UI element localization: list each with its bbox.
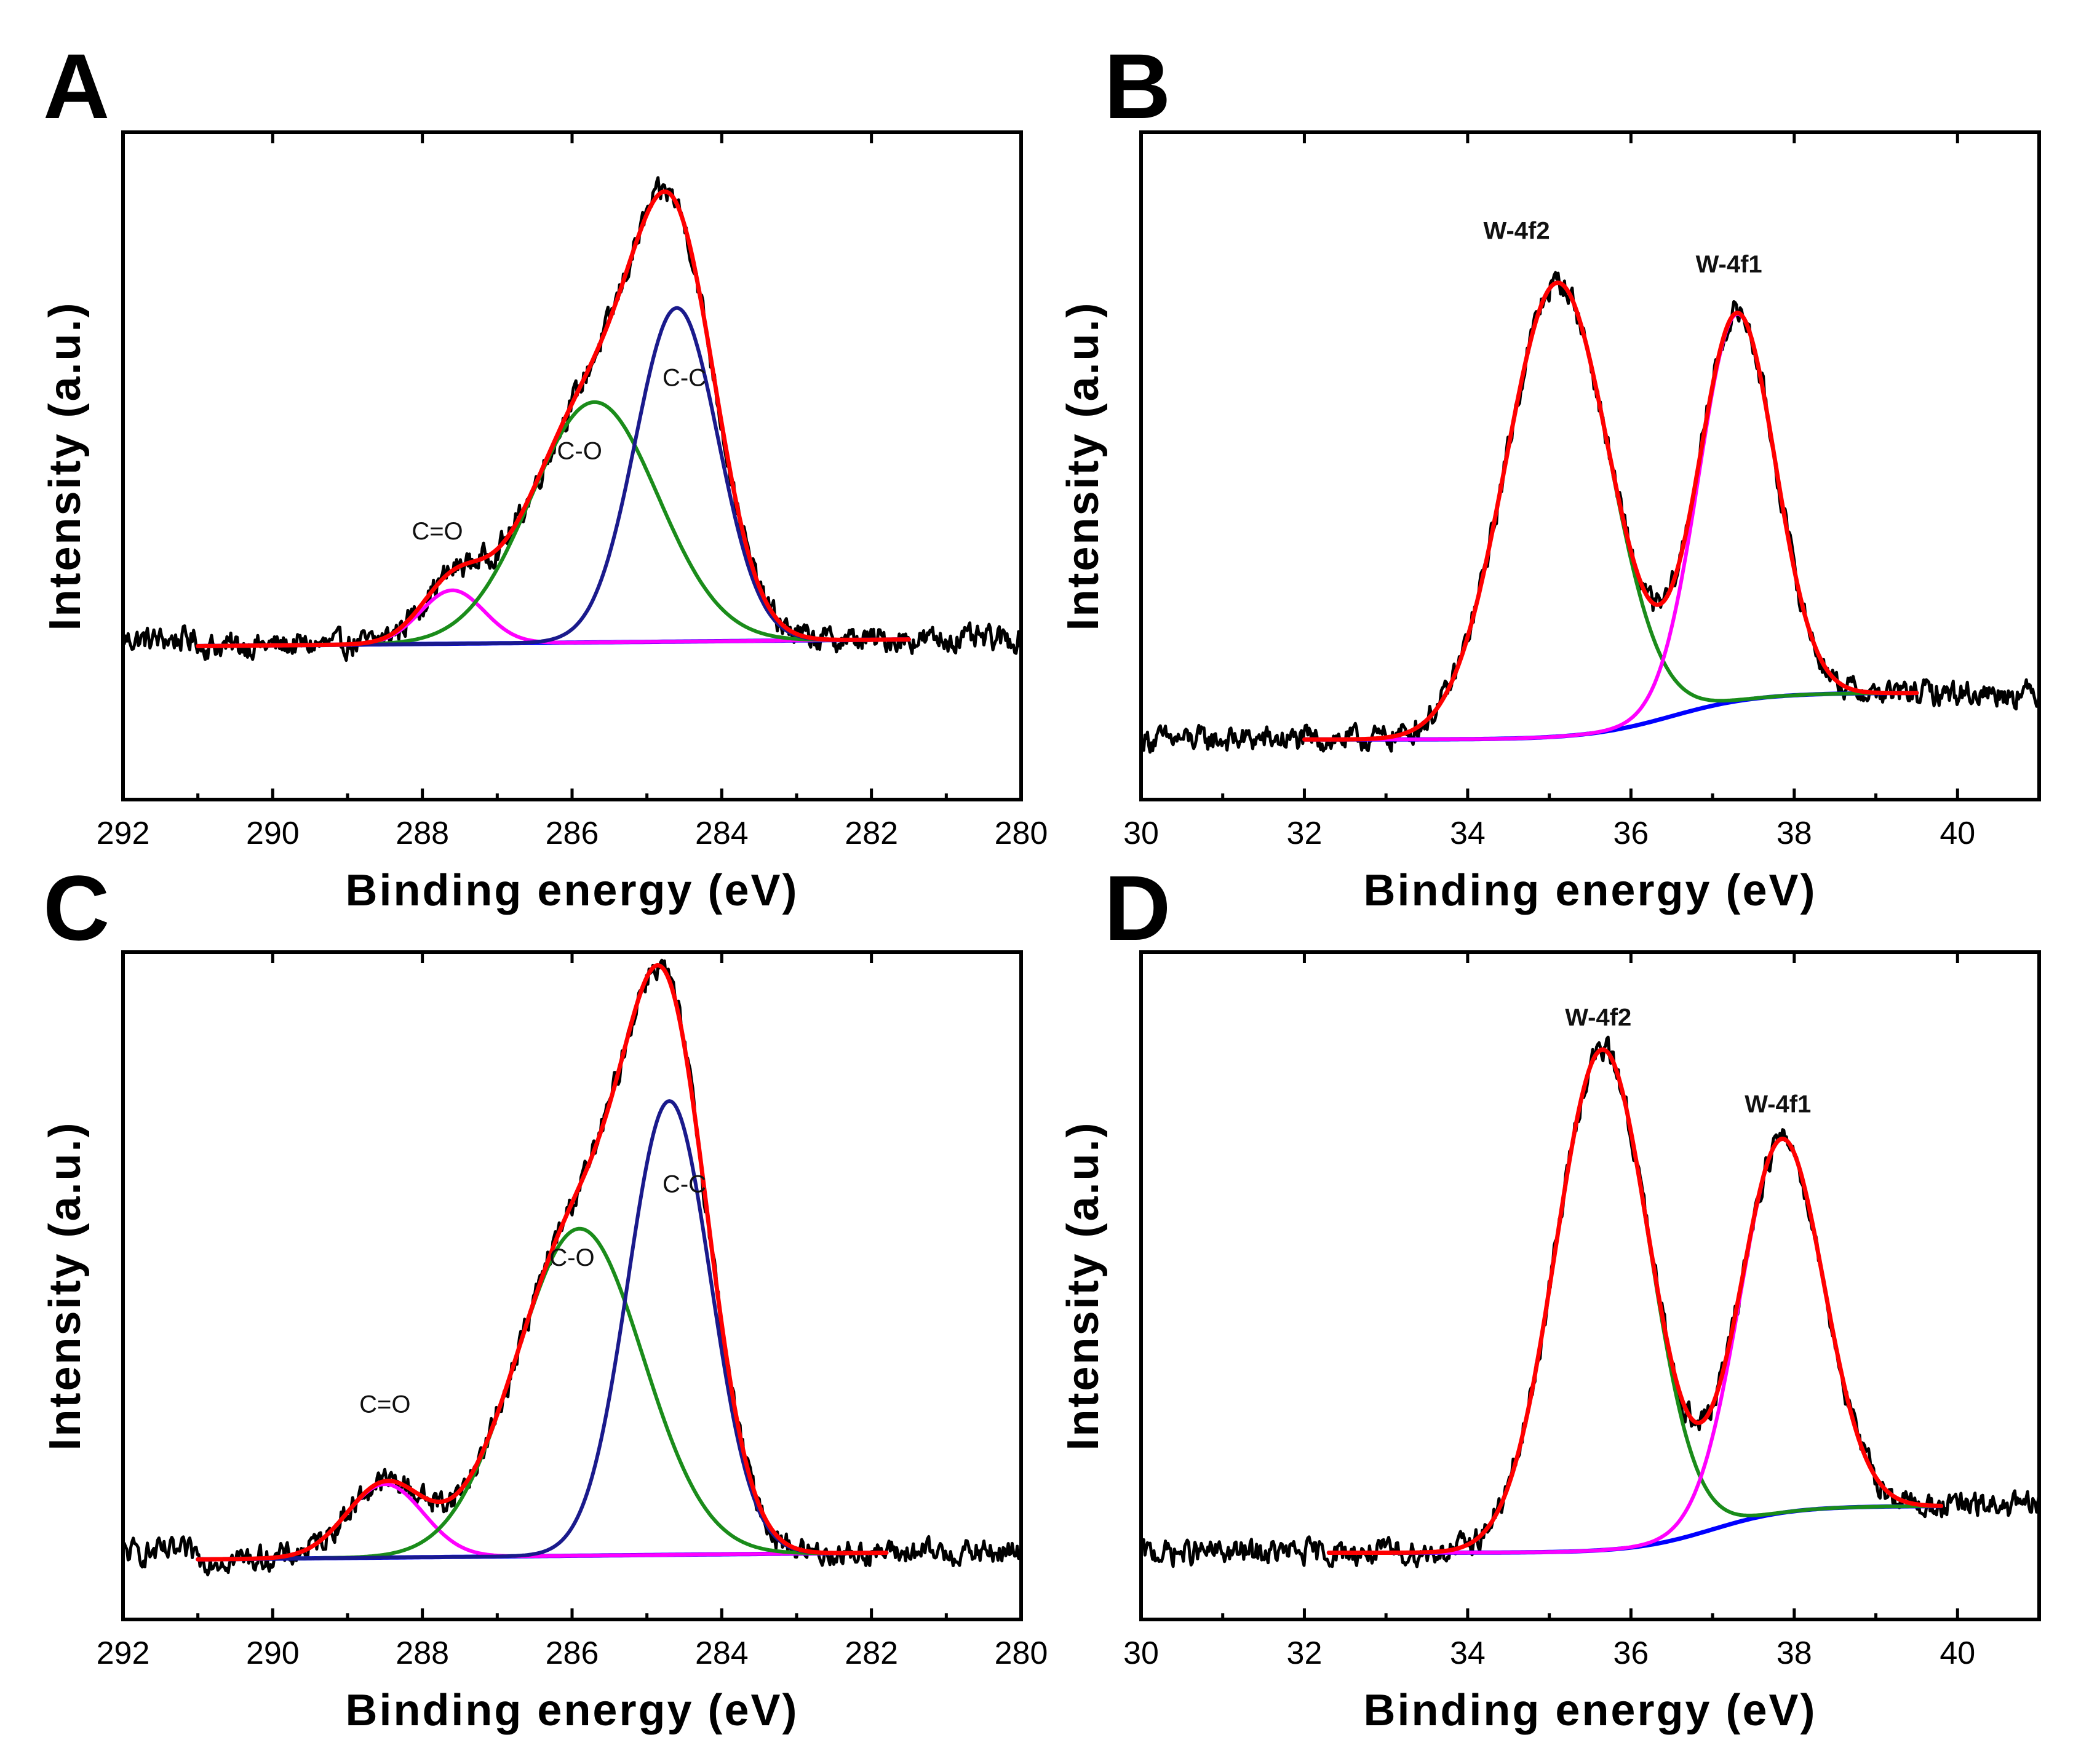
x-tick-label: 290 (246, 1635, 300, 1671)
x-tick-label: 288 (396, 816, 449, 851)
trace-group (1141, 1035, 2039, 1568)
panel-letter: D (1104, 856, 1171, 959)
x-tick-label: 288 (396, 1635, 449, 1671)
panel-b: B 30 32 34 36 38 40 Binding energy (eV) Intensit… (1059, 34, 2041, 915)
plot-frame (121, 950, 1023, 1621)
peak-label: C-O (557, 438, 602, 465)
x-tick-label: 286 (546, 816, 599, 851)
x-tick-label: 284 (695, 816, 749, 851)
panel-letter: B (1104, 34, 1171, 138)
component-w-4f1-line (1327, 1137, 1943, 1555)
x-tick-label: 34 (1450, 816, 1486, 851)
peak-label: W-4f1 (1745, 1091, 1811, 1118)
x-tick-label: 40 (1940, 1635, 1975, 1671)
component-c-c-line (196, 306, 911, 648)
x-axis-title: Binding energy (eV) (1363, 1686, 1816, 1735)
panel-letter: A (43, 34, 109, 138)
x-axis-title: Binding energy (eV) (345, 1686, 798, 1735)
x-axis-title: Binding energy (eV) (1363, 866, 1816, 915)
plot-frame (1139, 130, 2041, 801)
peak-label: C=O (359, 1391, 410, 1418)
component-c-c-line (196, 1099, 888, 1562)
x-tick-label: 30 (1123, 1635, 1159, 1671)
panel-d: D 30 32 34 36 38 40 Binding energy (eV) Intensit… (1059, 856, 2041, 1735)
x-tick-label: 280 (995, 816, 1048, 851)
x-tick-label: 282 (845, 816, 898, 851)
plot-frame (1139, 950, 2041, 1621)
x-tick-label: 34 (1450, 1635, 1486, 1671)
raw-spectrum-line (1141, 1035, 2039, 1568)
peak-label: W-4f2 (1483, 218, 1550, 245)
x-tick-label: 30 (1123, 816, 1159, 851)
x-tick-label: 280 (995, 1635, 1048, 1671)
x-axis-title: Binding energy (eV) (345, 866, 798, 915)
fit-envelope-line (1302, 280, 1919, 742)
x-tick-label: 292 (97, 816, 150, 851)
fit-envelope-line (1326, 1047, 1944, 1555)
peak-label: W-4f1 (1696, 251, 1762, 278)
x-tick-label: 36 (1613, 1635, 1649, 1671)
trace-group (1141, 271, 2039, 754)
peak-label: C-O (549, 1244, 594, 1271)
x-tick-label: 32 (1287, 816, 1323, 851)
trace-group (123, 958, 1021, 1576)
plot-frame (121, 130, 1023, 801)
x-tick-label: 290 (246, 816, 300, 851)
panel-letter: C (43, 856, 109, 959)
x-tick-label: 284 (695, 1635, 749, 1671)
panel-c: C 292 290 288 286 284 282 280 Binding energy (eV… (41, 856, 1048, 1735)
x-tick-label: 292 (97, 1635, 150, 1671)
component-w-4f2-line (1327, 1047, 1943, 1555)
x-tick-label: 36 (1613, 816, 1649, 851)
peak-label: C-C (662, 364, 706, 391)
x-tick-label: 286 (546, 1635, 599, 1671)
raw-spectrum-line (1141, 271, 2039, 754)
fit-envelope-line (196, 189, 911, 648)
y-axis-title: Intensity (a.u.) (1059, 301, 1108, 630)
trace-group (123, 176, 1021, 662)
peak-label: C-C (662, 1171, 706, 1198)
panel-a: A 292 290 288 286 284 282 280 Binding energy (eV… (41, 34, 1048, 915)
x-tick-label: 40 (1940, 816, 1975, 851)
x-tick-label: 38 (1777, 1635, 1812, 1671)
x-tick-label: 38 (1777, 816, 1812, 851)
peak-label: W-4f2 (1565, 1004, 1631, 1031)
y-axis-title: Intensity (a.u.) (41, 301, 90, 630)
x-tick-label: 282 (845, 1635, 898, 1671)
x-tick-label: 32 (1287, 1635, 1323, 1671)
y-axis-title: Intensity (a.u.) (41, 1121, 90, 1450)
y-axis-title: Intensity (a.u.) (1059, 1121, 1108, 1450)
fit-envelope-line (196, 963, 889, 1562)
peak-label: C=O (412, 518, 463, 545)
